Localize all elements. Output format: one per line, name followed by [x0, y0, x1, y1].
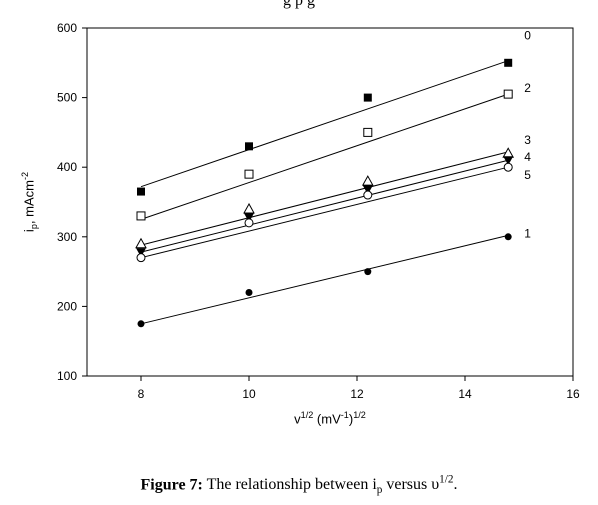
y-tick-label-0: 100: [57, 369, 77, 383]
point-series-5-1: [244, 218, 254, 228]
y-tick-label-1: 200: [57, 299, 77, 313]
point-series-4-2: [362, 185, 373, 195]
point-series-5-2: [363, 190, 373, 200]
point-series-0-1: [245, 142, 253, 151]
plot-frame: [86, 27, 574, 377]
fit-line-0: [140, 60, 509, 188]
point-series-1-3: [504, 233, 512, 241]
top-fragment: g p g: [283, 0, 315, 9]
point-series-4-3: [503, 156, 514, 166]
x-tick-label-3: 14: [458, 387, 472, 401]
x-tick-label-1: 10: [242, 387, 256, 401]
series-label-3: 3: [524, 133, 531, 147]
fit-line-5: [140, 166, 509, 259]
caption-label: Figure 7:: [140, 476, 203, 494]
x-tick-label-2: 12: [350, 387, 364, 401]
point-series-2-0: [136, 211, 146, 221]
x-tick-label-0: 8: [138, 387, 145, 401]
point-series-1-0: [137, 320, 145, 328]
series-label-2: 2: [524, 81, 531, 95]
fit-line-2: [140, 93, 509, 220]
caption-text: The relationship between ip versus υ1/2.: [206, 474, 458, 497]
figure-caption: Figure 7: The relationship between ip ve…: [0, 474, 598, 497]
x-axis-title: v1/2 (mV-1)1/2: [294, 410, 366, 426]
y-tick-label-3: 400: [57, 160, 77, 174]
y-tick-label-4: 500: [57, 91, 77, 105]
fit-line-1: [140, 234, 509, 325]
fit-line-3: [140, 151, 509, 246]
point-series-2-2: [363, 127, 373, 137]
point-series-2-1: [244, 169, 254, 179]
x-tick-label-4: 16: [566, 387, 580, 401]
fit-line-4: [140, 159, 509, 253]
point-series-1-1: [245, 288, 253, 296]
series-label-5: 5: [524, 168, 531, 182]
point-series-4-0: [136, 248, 146, 258]
point-series-5-0: [136, 253, 146, 263]
point-series-0-0: [137, 187, 145, 196]
point-series-5-3: [503, 162, 513, 172]
point-series-0-3: [504, 58, 513, 67]
series-label-0: 0: [524, 29, 531, 43]
y-tick-label-5: 600: [57, 21, 77, 35]
y-axis-title: ip, mAcm-2: [20, 172, 39, 232]
point-series-4-1: [244, 213, 254, 223]
series-label-4: 4: [524, 150, 531, 164]
point-series-1-2: [364, 268, 372, 276]
point-series-3-1: [243, 202, 255, 214]
point-series-0-2: [363, 93, 372, 102]
y-tick-label-2: 300: [57, 230, 77, 244]
series-label-1: 1: [524, 226, 531, 240]
point-series-2-3: [503, 89, 513, 99]
chart: 8 10 12 14 16 100 200 300 400 500 600 0 2 3 4 5 1 ip, m…: [20, 21, 580, 426]
point-series-3-0: [135, 237, 147, 249]
point-series-3-2: [361, 175, 374, 186]
